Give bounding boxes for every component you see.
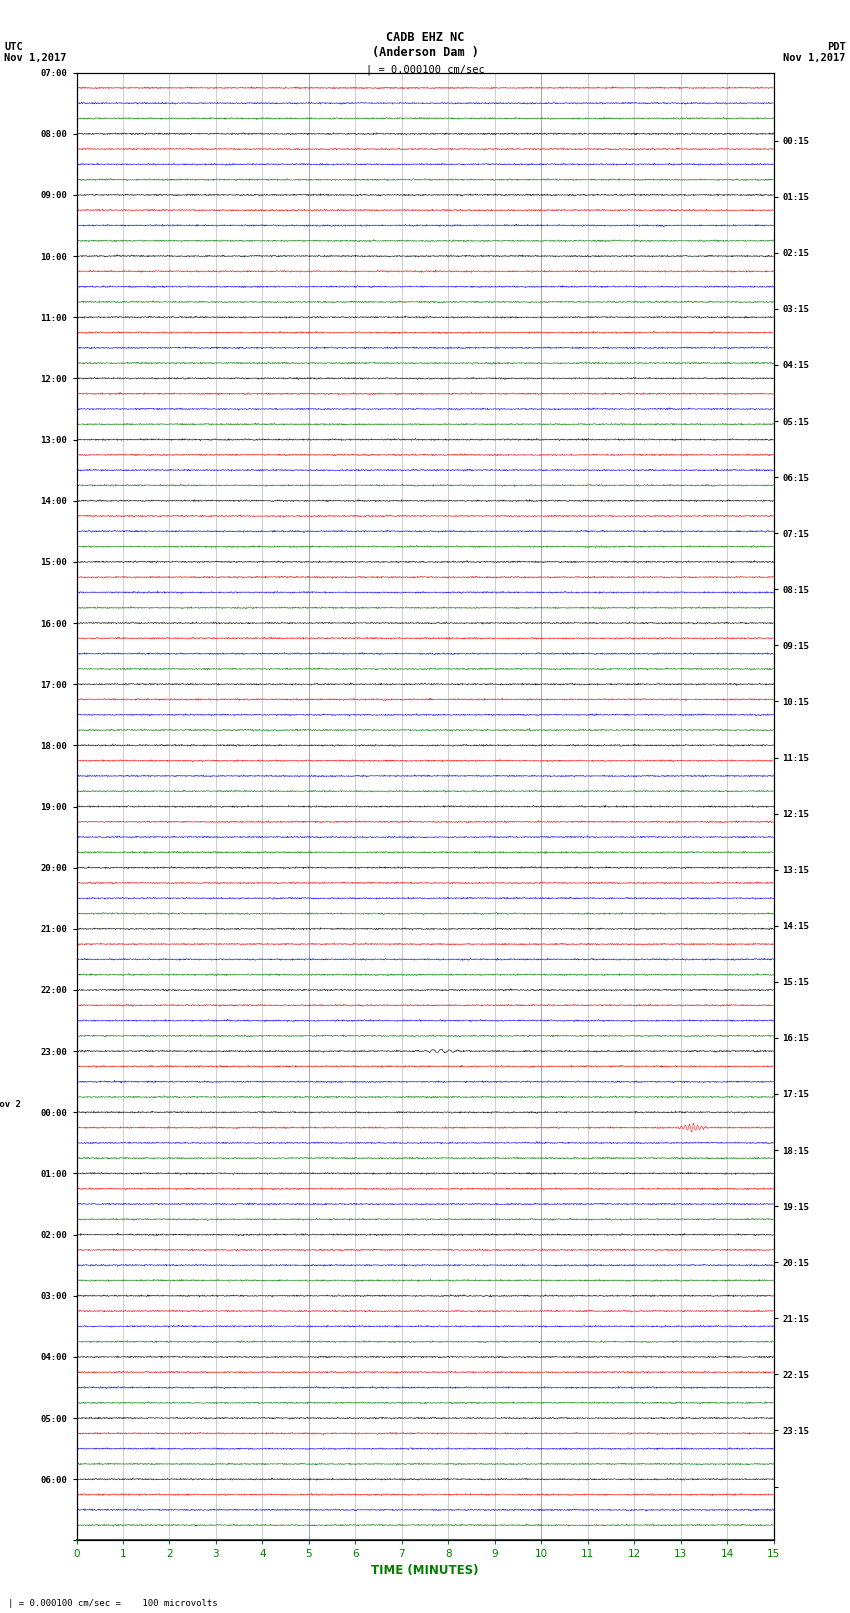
Text: | = 0.000100 cm/sec: | = 0.000100 cm/sec: [366, 65, 484, 76]
X-axis label: TIME (MINUTES): TIME (MINUTES): [371, 1563, 479, 1576]
Text: UTC: UTC: [4, 42, 23, 52]
Title: CADB EHZ NC
(Anderson Dam ): CADB EHZ NC (Anderson Dam ): [371, 31, 479, 60]
Text: PDT: PDT: [827, 42, 846, 52]
Text: Nov 1,2017: Nov 1,2017: [783, 53, 846, 63]
Text: Nov 2: Nov 2: [0, 1100, 20, 1110]
Text: | = 0.000100 cm/sec =    100 microvolts: | = 0.000100 cm/sec = 100 microvolts: [8, 1598, 218, 1608]
Text: Nov 1,2017: Nov 1,2017: [4, 53, 67, 63]
